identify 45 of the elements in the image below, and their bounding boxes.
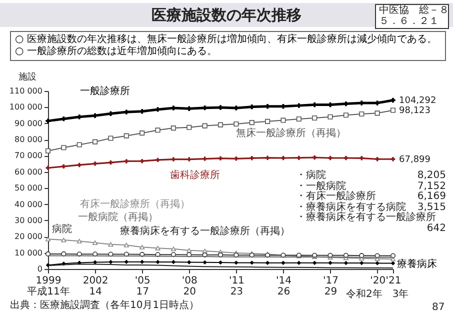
series-label: 一般診療所: [80, 86, 130, 98]
y-tick-label: 50 000: [14, 184, 42, 193]
text: ・一般病院 7,152: [296, 180, 446, 192]
source-note: 出典：医療施設調査（各年10月1日時点）: [10, 300, 200, 312]
annotation: 67,899: [399, 155, 431, 166]
x-tick-label: '20: [370, 276, 386, 286]
y-tick-label: 10 000: [14, 248, 42, 258]
y-tick-label: 80 000: [14, 135, 42, 144]
text: 令和2年 3年: [346, 289, 409, 301]
chart-subtitle: ○ 医療施設数の年次推移は、無床一般診療所は増加傾向、有床一般診療所は減少傾向である。 ○ 一般診療所の総数は近年増加傾向にある。: [10, 31, 446, 61]
text: 有床一般診療所（再掲）: [80, 199, 190, 211]
y-tick-label: 100 000: [9, 102, 42, 112]
series-label: 歯科診療所: [170, 170, 220, 182]
x-tick-label: '14 26: [276, 276, 292, 298]
text: ・病院 8,205: [296, 170, 446, 181]
y-tick-label: 40 000: [14, 200, 42, 209]
text: ５．６．２１: [375, 16, 449, 29]
x-tick-label: 2002 14: [82, 276, 108, 298]
x-tick-label: '08 20: [182, 276, 198, 298]
y-tick-label: 60 000: [14, 167, 42, 176]
series-label: 無床一般診療所（再掲）: [236, 128, 346, 140]
chart-title: 医療施設数の年次推移: [152, 6, 302, 24]
y-tick-label: 0: [37, 264, 42, 274]
series-label: 療養病床: [397, 259, 437, 271]
text: 87: [432, 302, 445, 314]
y-tick-label: 70 000: [14, 151, 42, 160]
x-tick-label: '05 17: [134, 276, 150, 298]
text: ・有床一般診療所 6,169: [296, 191, 446, 202]
series-label: 病院: [52, 224, 72, 236]
text: 療養病床を有する一般診療所（再掲）: [120, 226, 290, 238]
y-tick-label: 30 000: [14, 216, 42, 225]
y-tick-label: 90 000: [14, 118, 42, 128]
x-tick-label: '17 29: [323, 276, 339, 298]
annotation: ・療養病床を有する病院 3,515: [296, 202, 446, 212]
y-axis-title: 施設: [18, 72, 36, 82]
x-tick-label: '21: [386, 276, 402, 286]
annotation: ・療養病床を有する一般診療所 642: [296, 212, 446, 234]
x-tick-label: '11 23: [228, 276, 244, 298]
text: 一般病院（再掲）: [78, 212, 158, 224]
y-tick-label: 110 000: [9, 86, 42, 96]
annotation: 104,292: [399, 96, 436, 106]
x-tick-label: 1999 平成11年: [27, 276, 70, 298]
annotation: 98,123: [399, 106, 430, 116]
y-tick-label: 20 000: [14, 232, 42, 242]
text: 中医協 総－８: [375, 4, 449, 17]
